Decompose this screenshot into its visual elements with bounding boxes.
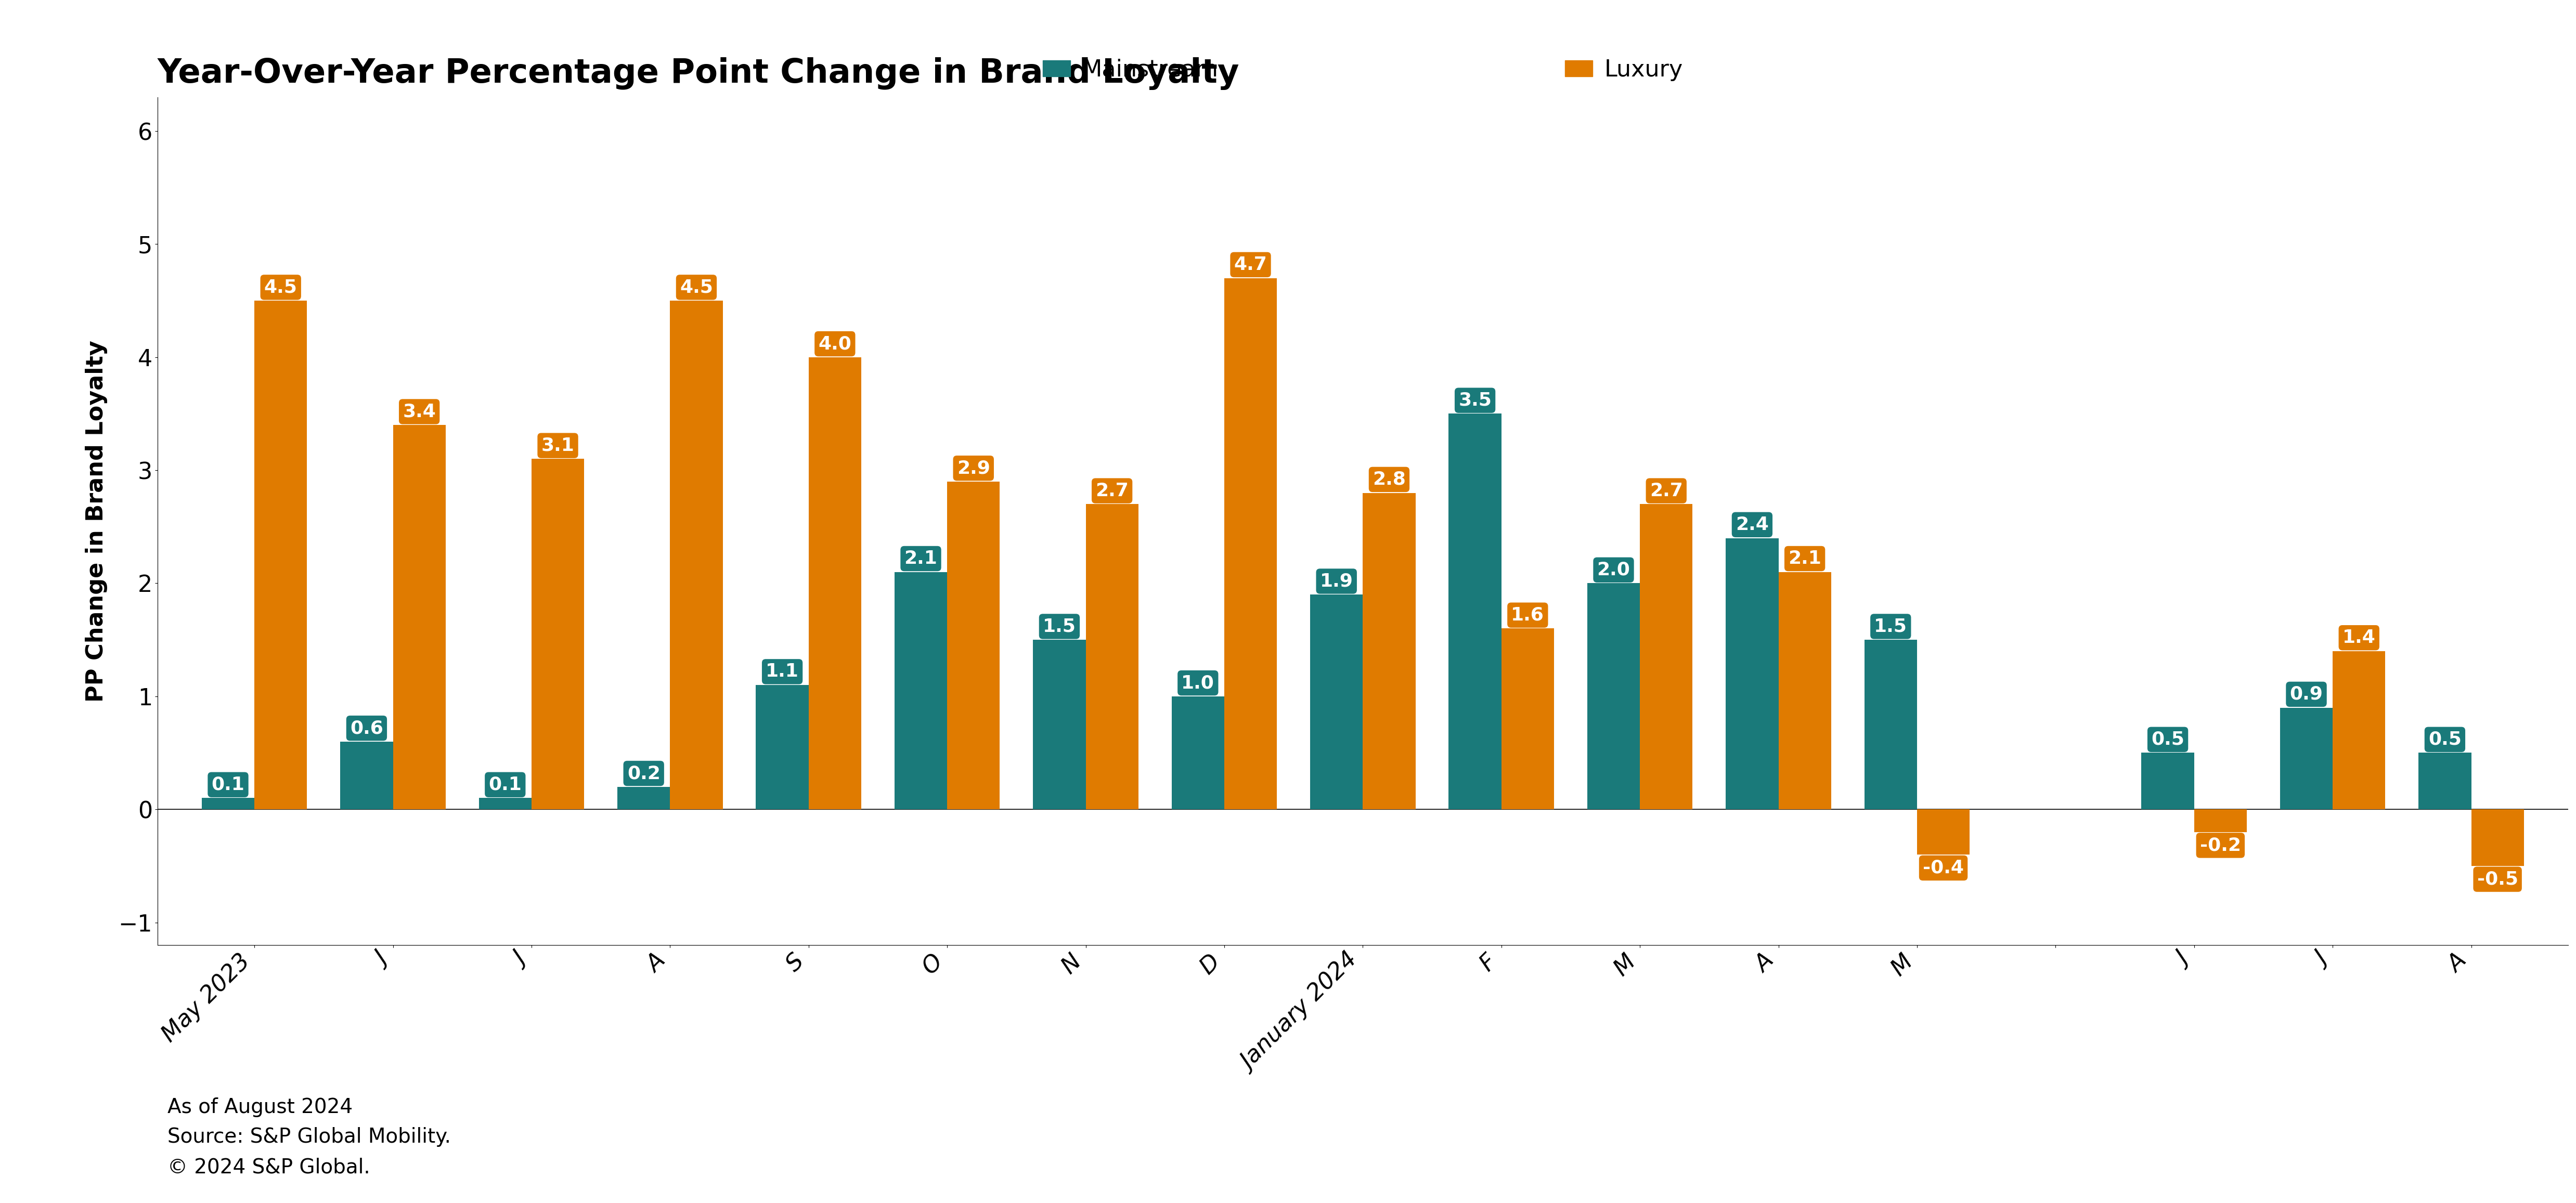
Text: 3.4: 3.4 — [402, 403, 435, 421]
Bar — [479, 798, 531, 810]
Bar — [948, 481, 999, 810]
Bar — [2280, 707, 2334, 810]
Bar — [1777, 571, 1832, 810]
Bar — [1726, 538, 1777, 810]
Bar — [2141, 753, 2195, 810]
Text: 4.0: 4.0 — [819, 334, 853, 352]
Text: 1.6: 1.6 — [1512, 606, 1543, 624]
Text: 1.5: 1.5 — [1875, 617, 1906, 635]
Text: 2.0: 2.0 — [1597, 561, 1631, 579]
Text: 1.0: 1.0 — [1182, 674, 1213, 692]
Text: Year-Over-Year Percentage Point Change in Brand Loyalty: Year-Over-Year Percentage Point Change i… — [157, 58, 1239, 90]
Bar — [755, 685, 809, 810]
Text: 0.5: 0.5 — [2151, 730, 2184, 748]
Bar — [1224, 278, 1278, 810]
Text: 0.5: 0.5 — [2429, 730, 2463, 748]
Text: 0.1: 0.1 — [489, 776, 523, 794]
Text: 2.7: 2.7 — [1649, 482, 1682, 499]
Text: 4.5: 4.5 — [680, 278, 714, 296]
Bar — [1865, 640, 1917, 810]
Text: 2.1: 2.1 — [1788, 550, 1821, 568]
Bar — [2470, 810, 2524, 866]
Bar — [670, 301, 724, 810]
Bar — [2195, 810, 2246, 832]
Text: 3.5: 3.5 — [1458, 391, 1492, 409]
Text: 1.5: 1.5 — [1043, 617, 1077, 635]
Y-axis label: PP Change in Brand Loyalty: PP Change in Brand Loyalty — [85, 340, 108, 703]
Bar — [255, 301, 307, 810]
Text: -0.4: -0.4 — [1922, 859, 1963, 877]
Text: 0.9: 0.9 — [2290, 686, 2324, 703]
Text: As of August 2024: As of August 2024 — [167, 1097, 353, 1116]
Bar — [2419, 753, 2470, 810]
Text: 2.4: 2.4 — [1736, 516, 1770, 534]
Legend: Mainstream, Luxury: Mainstream, Luxury — [1033, 49, 1692, 90]
Bar — [201, 798, 255, 810]
Text: 2.1: 2.1 — [904, 550, 938, 568]
Text: 4.7: 4.7 — [1234, 256, 1267, 273]
Bar — [531, 458, 585, 810]
Bar — [340, 741, 394, 810]
Bar — [1641, 504, 1692, 810]
Text: 1.9: 1.9 — [1319, 573, 1352, 589]
Text: Source: S&P Global Mobility.: Source: S&P Global Mobility. — [167, 1127, 451, 1146]
Text: 2.9: 2.9 — [956, 460, 989, 478]
Bar — [1587, 583, 1641, 810]
Bar — [894, 571, 948, 810]
Text: 3.1: 3.1 — [541, 437, 574, 455]
Text: 1.4: 1.4 — [2342, 629, 2375, 646]
Text: 4.5: 4.5 — [265, 278, 296, 296]
Bar — [1172, 697, 1224, 810]
Bar — [1448, 414, 1502, 810]
Text: 1.1: 1.1 — [765, 663, 799, 681]
Bar — [1033, 640, 1084, 810]
Text: -0.5: -0.5 — [2478, 871, 2519, 888]
Text: 0.2: 0.2 — [626, 765, 659, 782]
Bar — [1363, 493, 1414, 810]
Bar — [2334, 651, 2385, 810]
Text: 0.6: 0.6 — [350, 719, 384, 737]
Bar — [618, 787, 670, 810]
Text: 0.1: 0.1 — [211, 776, 245, 794]
Bar — [1084, 504, 1139, 810]
Bar — [1502, 628, 1553, 810]
Text: 2.8: 2.8 — [1373, 470, 1406, 488]
Text: © 2024 S&P Global.: © 2024 S&P Global. — [167, 1157, 371, 1177]
Bar — [394, 425, 446, 810]
Bar — [809, 357, 860, 810]
Bar — [1311, 594, 1363, 810]
Text: 2.7: 2.7 — [1095, 482, 1128, 499]
Text: -0.2: -0.2 — [2200, 836, 2241, 854]
Bar — [1917, 810, 1971, 854]
